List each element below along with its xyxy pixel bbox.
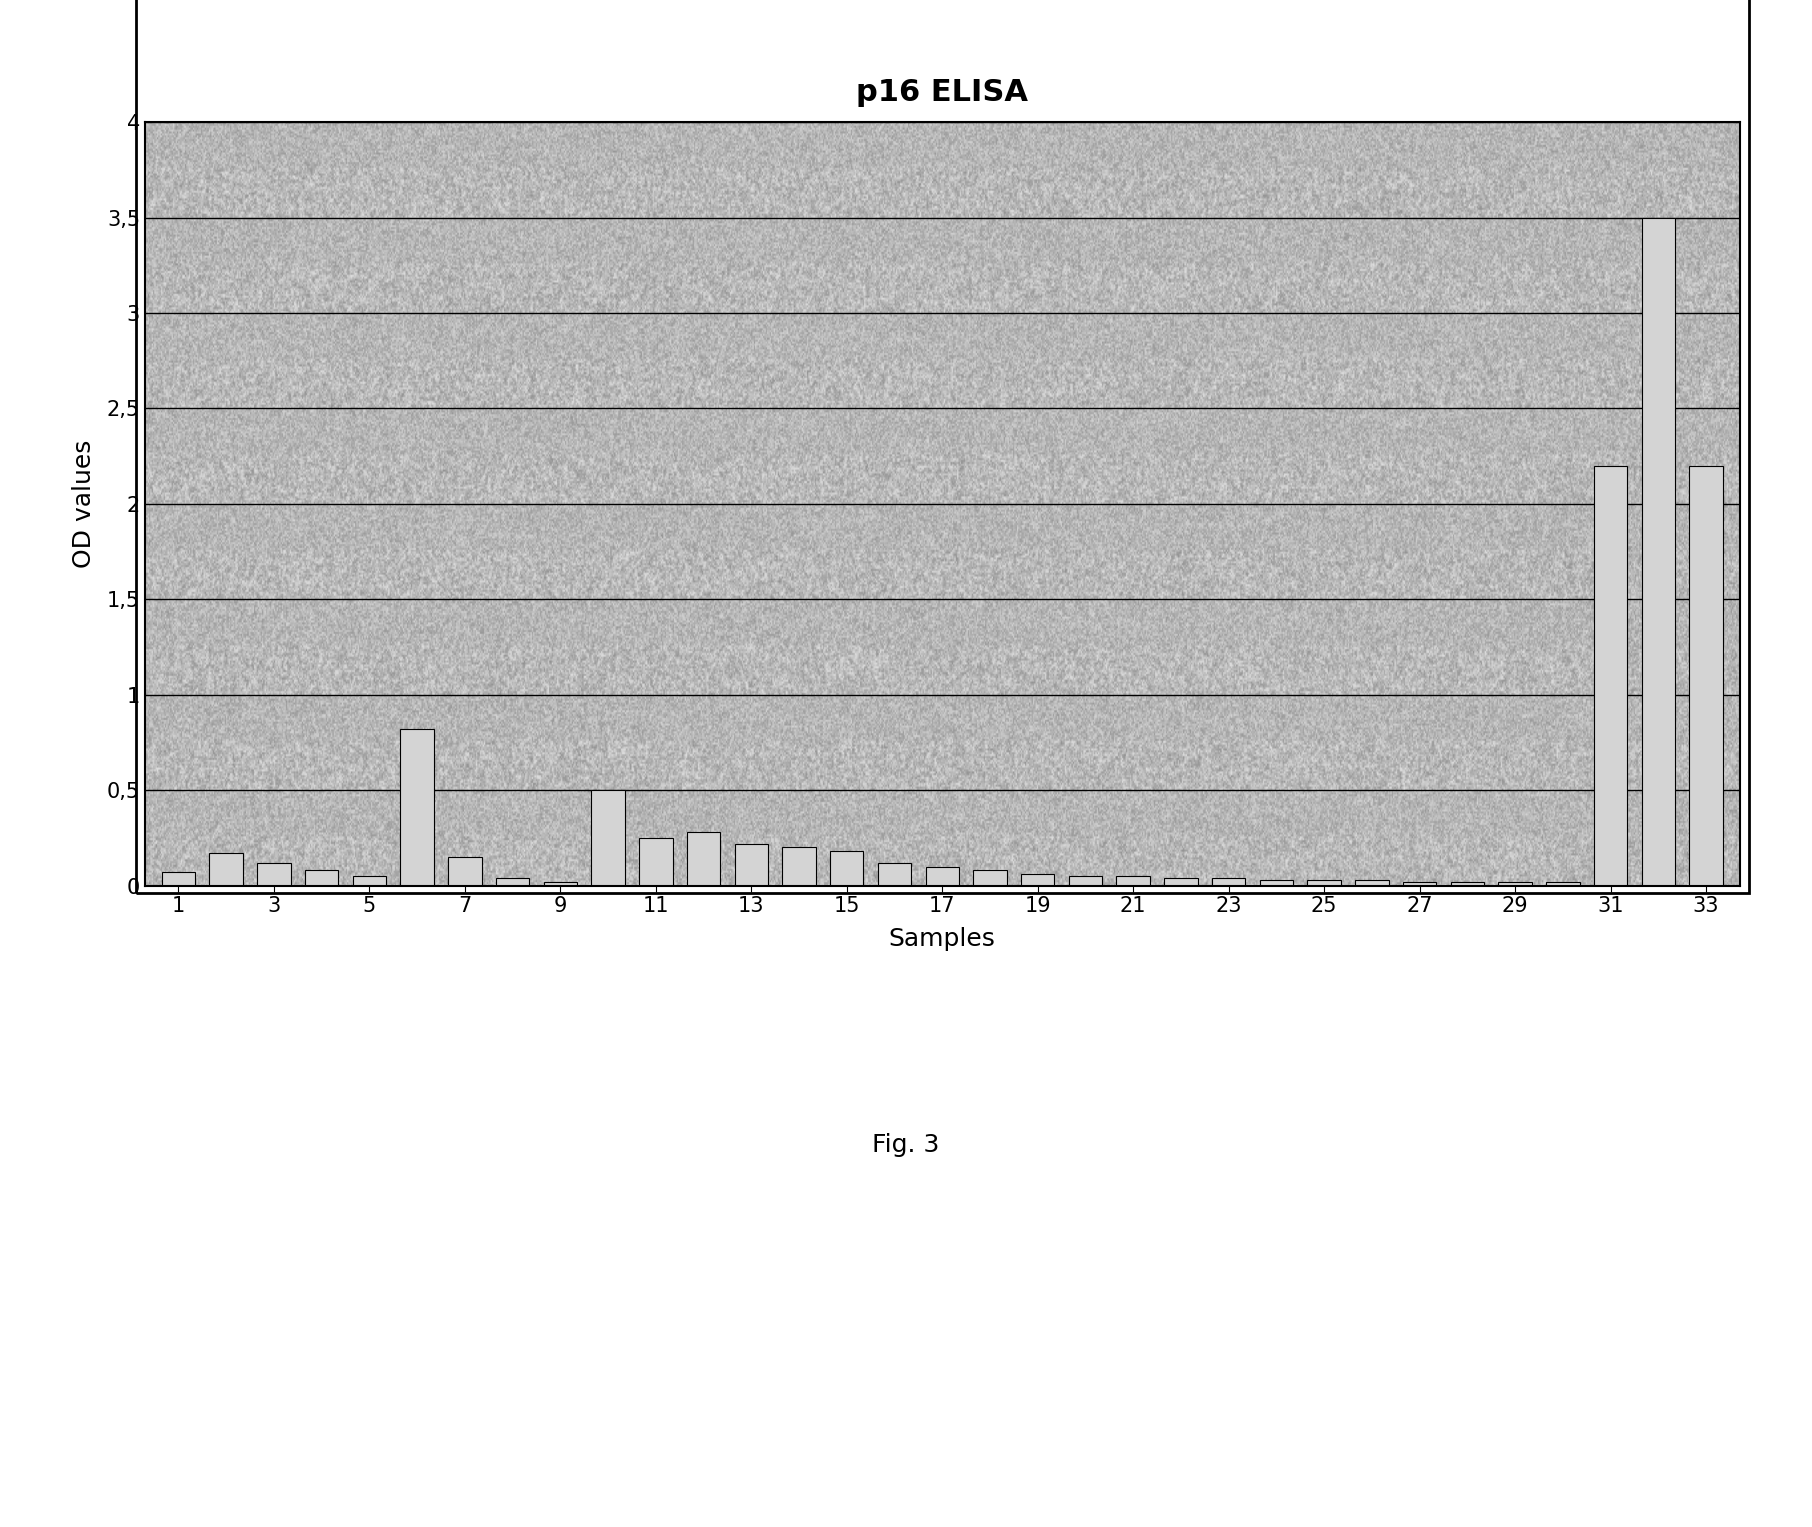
Bar — [1259, 880, 1294, 886]
Bar — [448, 857, 482, 886]
Bar — [1689, 466, 1723, 886]
Bar — [783, 847, 815, 886]
Bar — [1451, 881, 1484, 886]
Text: Fig. 3: Fig. 3 — [872, 1133, 940, 1157]
Bar — [1355, 880, 1388, 886]
Title: p16 ELISA: p16 ELISA — [857, 78, 1027, 107]
Bar — [544, 881, 576, 886]
Bar — [926, 867, 959, 886]
Bar — [1402, 881, 1437, 886]
Bar — [353, 876, 386, 886]
Bar — [304, 870, 339, 886]
Bar — [830, 852, 864, 886]
Bar — [161, 872, 196, 886]
Bar — [496, 878, 529, 886]
Bar — [1212, 878, 1245, 886]
Bar — [1020, 873, 1055, 886]
Bar — [1165, 878, 1198, 886]
Bar — [1595, 466, 1627, 886]
Y-axis label: OD values: OD values — [72, 440, 96, 568]
Bar — [1546, 881, 1580, 886]
Bar — [973, 870, 1007, 886]
Bar — [877, 863, 911, 886]
Bar — [1308, 880, 1341, 886]
Bar — [1499, 881, 1531, 886]
Bar — [640, 838, 672, 886]
Bar — [734, 843, 768, 886]
Bar — [1069, 876, 1102, 886]
Bar — [210, 854, 243, 886]
Bar — [1116, 876, 1151, 886]
X-axis label: Samples: Samples — [890, 927, 995, 951]
Bar — [591, 791, 625, 886]
Bar — [400, 730, 433, 886]
Bar — [1642, 218, 1674, 886]
Bar — [257, 863, 290, 886]
Bar — [687, 832, 719, 886]
